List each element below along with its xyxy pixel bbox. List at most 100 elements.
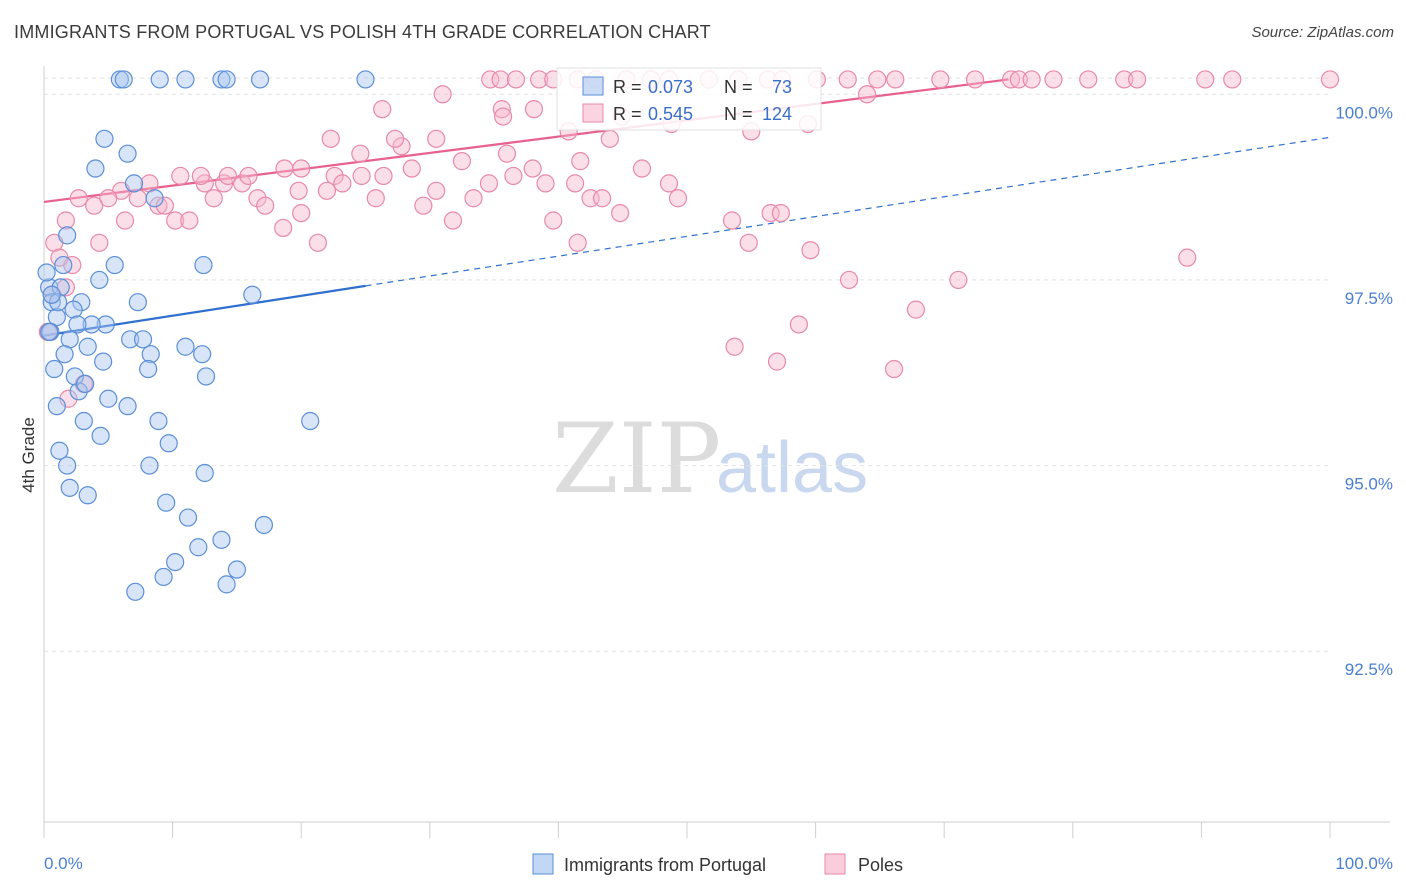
poles-point xyxy=(722,211,742,230)
poles-point xyxy=(292,159,311,178)
portugal-point xyxy=(68,315,87,334)
x-tick-label-0: 0.0% xyxy=(44,854,83,873)
portugal-point xyxy=(72,293,91,312)
poles-point xyxy=(491,70,510,89)
trend-line-portugal-extended xyxy=(365,136,1331,287)
poles-point xyxy=(497,144,517,163)
poles-point xyxy=(1320,70,1340,89)
watermark-zip: ZIP xyxy=(552,403,721,515)
stat-n-label-poles: N = xyxy=(724,104,753,124)
portugal-point xyxy=(212,530,231,549)
portugal-point xyxy=(50,441,69,460)
poles-point xyxy=(275,159,294,178)
portugal-point xyxy=(176,337,195,356)
poles-point xyxy=(494,107,513,126)
poles-point xyxy=(85,196,104,215)
poles-point xyxy=(725,337,744,356)
poles-point xyxy=(771,203,790,223)
poles-point xyxy=(868,70,887,89)
poles-point xyxy=(218,166,237,186)
poles-point xyxy=(1079,70,1098,89)
poles-point xyxy=(321,129,340,148)
poles-point xyxy=(274,218,293,238)
poles-point xyxy=(1196,70,1215,89)
poles-point xyxy=(949,270,968,290)
poles-point xyxy=(433,85,452,104)
stat-r-value-poles: 0.545 xyxy=(648,104,693,124)
poles-point xyxy=(668,189,688,208)
portugal-point xyxy=(118,144,137,163)
portugal-point xyxy=(149,411,168,431)
poles-point xyxy=(180,211,199,230)
poles-point xyxy=(248,189,267,208)
portugal-point xyxy=(145,189,164,208)
poles-point xyxy=(128,189,147,208)
portugal-point xyxy=(49,293,68,312)
portugal-point xyxy=(150,70,169,89)
poles-point xyxy=(906,300,926,319)
portugal-point xyxy=(64,300,83,319)
portugal-point xyxy=(65,367,84,386)
portugal-point xyxy=(47,397,66,416)
poles-point xyxy=(568,233,587,252)
poles-point xyxy=(239,166,258,186)
poles-point xyxy=(191,166,210,186)
poles-point xyxy=(90,233,109,252)
poles-point xyxy=(931,70,950,89)
portugal-point xyxy=(94,352,113,371)
poles-point xyxy=(1115,70,1134,89)
stat-r-value-portugal: 0.073 xyxy=(648,77,693,97)
portugal-point xyxy=(76,374,95,393)
poles-point xyxy=(308,233,328,252)
poles-point xyxy=(481,70,500,89)
portugal-point xyxy=(254,515,274,535)
portugal-point xyxy=(69,382,88,401)
portugal-point xyxy=(55,345,74,364)
portugal-point xyxy=(166,552,185,572)
poles-point xyxy=(632,159,652,178)
poles-point xyxy=(1044,70,1063,89)
legend-label-portugal: Immigrants from Portugal xyxy=(564,855,766,875)
poles-point xyxy=(325,166,344,186)
legend-swatch-bottom-poles xyxy=(824,853,846,875)
poles-point xyxy=(536,174,555,193)
poles-point xyxy=(155,196,174,215)
portugal-point xyxy=(243,285,262,304)
portugal-point xyxy=(194,255,213,275)
portugal-point xyxy=(141,345,160,364)
portugal-point xyxy=(121,330,140,349)
portugal-point xyxy=(227,560,246,579)
poles-point xyxy=(523,159,542,178)
watermark: ZIP atlas xyxy=(552,403,868,515)
x-tick-labels: 0.0% 100.0% xyxy=(44,854,1393,873)
portugal-point xyxy=(154,567,173,587)
portugal-point xyxy=(78,337,97,356)
poles-point xyxy=(1178,248,1197,267)
portugal-points xyxy=(37,70,375,601)
poles-point xyxy=(600,129,619,148)
y-tick-labels: 100.0% 97.5% 95.0% 92.5% xyxy=(1335,103,1393,679)
poles-point xyxy=(333,174,352,193)
poles-point xyxy=(366,189,385,208)
portugal-point xyxy=(58,226,77,245)
poles-point xyxy=(739,233,758,252)
portugal-point xyxy=(60,478,79,497)
poles-point xyxy=(292,203,311,223)
portugal-point xyxy=(95,129,114,148)
poles-point xyxy=(479,174,499,193)
portugal-point xyxy=(124,174,144,193)
poles-point xyxy=(492,100,511,119)
poles-point xyxy=(838,70,857,89)
portugal-point xyxy=(128,293,147,312)
portugal-point xyxy=(217,575,236,594)
poles-point xyxy=(115,211,135,230)
portugal-point xyxy=(82,315,101,334)
poles-point xyxy=(204,189,223,208)
poles-point xyxy=(504,166,523,186)
y-tick-label-0: 100.0% xyxy=(1335,103,1393,122)
y-tick-label-3: 92.5% xyxy=(1345,660,1393,679)
poles-point xyxy=(789,315,808,334)
portugal-point xyxy=(139,359,158,379)
legend-swatch-bottom-portugal xyxy=(532,853,554,875)
